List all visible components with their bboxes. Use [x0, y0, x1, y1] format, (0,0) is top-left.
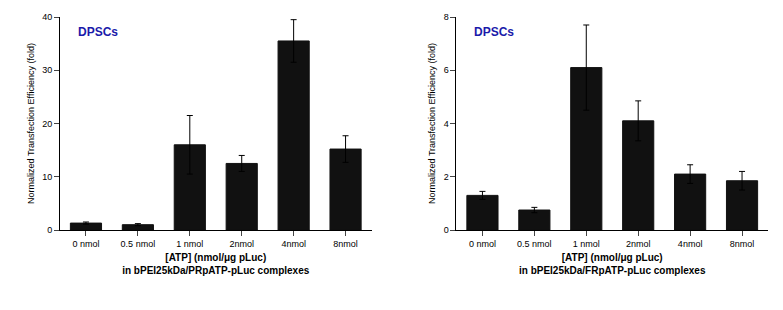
svg-text:4: 4 [444, 119, 449, 129]
svg-text:8nmol: 8nmol [333, 239, 358, 249]
svg-text:0 nmol: 0 nmol [72, 239, 99, 249]
svg-text:4nmol: 4nmol [281, 239, 306, 249]
svg-text:DPSCs: DPSCs [474, 25, 514, 39]
svg-text:2nmol: 2nmol [626, 239, 651, 249]
svg-text:0 nmol: 0 nmol [469, 239, 496, 249]
svg-text:2nmol: 2nmol [229, 239, 254, 249]
svg-text:2: 2 [444, 172, 449, 182]
svg-text:0: 0 [444, 225, 449, 235]
svg-text:[ATP] (nmol/μg pLuc)in bPEI25k: [ATP] (nmol/μg pLuc)in bPEI25kDa/PRpATP-… [122, 252, 310, 276]
svg-text:0: 0 [47, 225, 52, 235]
svg-text:DPSCs: DPSCs [78, 25, 118, 39]
svg-text:4nmol: 4nmol [678, 239, 703, 249]
svg-text:10: 10 [42, 172, 52, 182]
svg-text:[ATP] (nmol/μg pLuc)in bPEI25k: [ATP] (nmol/μg pLuc)in bPEI25kDa/FRpATP-… [519, 252, 706, 276]
svg-text:0.5 nmol: 0.5 nmol [121, 239, 156, 249]
svg-text:1 nmol: 1 nmol [176, 239, 203, 249]
svg-text:6: 6 [444, 65, 449, 75]
svg-text:0.5 nmol: 0.5 nmol [517, 239, 552, 249]
svg-text:Normalized Transfection Effici: Normalized Transfection Efficiency (fold… [427, 43, 437, 204]
svg-text:8: 8 [444, 12, 449, 22]
svg-text:30: 30 [42, 65, 52, 75]
svg-text:Normalized Transfection Effici: Normalized Transfection Efficiency (fold… [26, 43, 36, 204]
svg-text:20: 20 [42, 119, 52, 129]
svg-text:1 nmol: 1 nmol [573, 239, 600, 249]
svg-text:40: 40 [42, 12, 52, 22]
svg-text:8nmol: 8nmol [730, 239, 755, 249]
